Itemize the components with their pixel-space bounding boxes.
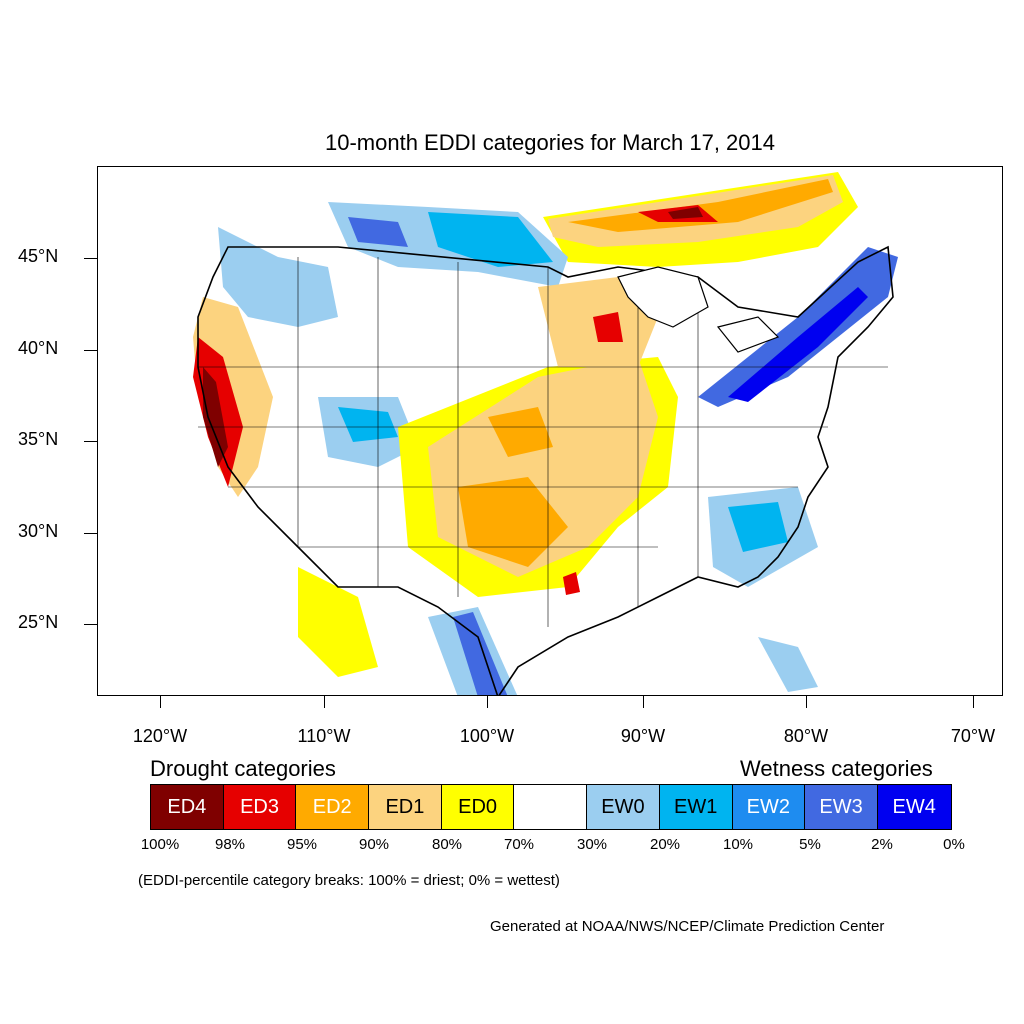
- percent-break: 100%: [140, 836, 180, 853]
- legend-box-neutral: [514, 785, 588, 829]
- lon-tick: [487, 696, 488, 708]
- legend-box-ed4: ED4: [151, 785, 224, 829]
- percent-break: 10%: [722, 836, 754, 853]
- lat-tick: [84, 533, 97, 534]
- percent-break: 30%: [576, 836, 608, 853]
- great-basin-ew1-region: [338, 407, 398, 442]
- percent-break: 80%: [431, 836, 463, 853]
- percent-break: 0%: [943, 836, 965, 853]
- category-legend: ED4 ED3 ED2 ED1 ED0 EW0 EW1 EW2 EW3 EW4: [150, 784, 952, 830]
- legend-box-ed0: ED0: [441, 785, 515, 829]
- great-lakes-shoreline: [617, 266, 780, 353]
- lat-label: 30°N: [18, 521, 59, 541]
- percent-break: 70%: [503, 836, 535, 853]
- legend-box-ew2: EW2: [732, 785, 806, 829]
- state-borders: [198, 257, 888, 627]
- lon-label: 80°W: [783, 726, 829, 746]
- great-lakes-ed3-region: [593, 312, 623, 342]
- drought-heading: Drought categories: [150, 756, 336, 781]
- map-frame: [97, 166, 1003, 696]
- lon-label: 110°W: [297, 726, 351, 746]
- percent-break: 2%: [871, 836, 893, 853]
- kansas-ed2-region: [488, 407, 553, 457]
- lon-label: 120°W: [132, 726, 188, 746]
- eddi-map: [193, 172, 898, 695]
- lat-label: 40°N: [18, 338, 59, 358]
- us-outline: [197, 245, 894, 695]
- legend-box-ew0: EW0: [587, 785, 660, 829]
- lon-tick: [643, 696, 644, 708]
- canada-east-ed2-region: [568, 179, 833, 232]
- central-plains-ed2-region: [458, 477, 568, 567]
- legend-box-ed3: ED3: [223, 785, 297, 829]
- legend-box-ew1: EW1: [659, 785, 733, 829]
- percent-break: 90%: [358, 836, 390, 853]
- lon-tick: [160, 696, 161, 708]
- lat-tick: [84, 624, 97, 625]
- lon-label: 70°W: [950, 726, 996, 746]
- lat-tick: [84, 258, 97, 259]
- texas-ed3-region: [563, 572, 580, 595]
- lon-tick: [806, 696, 807, 708]
- lat-label: 25°N: [18, 612, 59, 632]
- lat-label: 45°N: [18, 246, 59, 266]
- legend-box-ew3: EW3: [805, 785, 878, 829]
- lon-tick: [973, 696, 974, 708]
- legend-box-ed2: ED2: [296, 785, 370, 829]
- lat-tick: [84, 350, 97, 351]
- west-coast-ed4-region: [203, 367, 228, 467]
- mexico-ed0-region: [298, 567, 378, 677]
- florida-wet-region: [758, 637, 818, 692]
- lon-label: 100°W: [459, 726, 515, 746]
- lon-tick: [324, 696, 325, 708]
- lat-tick: [84, 441, 97, 442]
- percent-break: 98%: [214, 836, 246, 853]
- canada-west-ew1-region: [428, 212, 553, 267]
- category-note: (EDDI-percentile category breaks: 100% =…: [138, 872, 560, 889]
- lat-label: 35°N: [18, 429, 59, 449]
- lon-label: 90°W: [620, 726, 666, 746]
- legend-box-ew4: EW4: [877, 785, 951, 829]
- canada-west-ew3-region: [348, 217, 408, 247]
- percent-break: 95%: [286, 836, 318, 853]
- map-title: 10-month EDDI categories for March 17, 2…: [324, 130, 775, 155]
- pacific-northwest-wet-region: [218, 227, 338, 327]
- wetness-heading: Wetness categories: [740, 756, 933, 781]
- southeast-ew1-region: [728, 502, 788, 552]
- percent-break: 5%: [799, 836, 821, 853]
- legend-box-ed1: ED1: [369, 785, 442, 829]
- texas-coast-ew3-region: [453, 612, 508, 695]
- credit-text: Generated at NOAA/NWS/NCEP/Climate Predi…: [490, 918, 885, 935]
- percent-break: 20%: [649, 836, 681, 853]
- northeast-ew2-region: [728, 287, 868, 402]
- canada-east-ed4-region: [668, 207, 703, 219]
